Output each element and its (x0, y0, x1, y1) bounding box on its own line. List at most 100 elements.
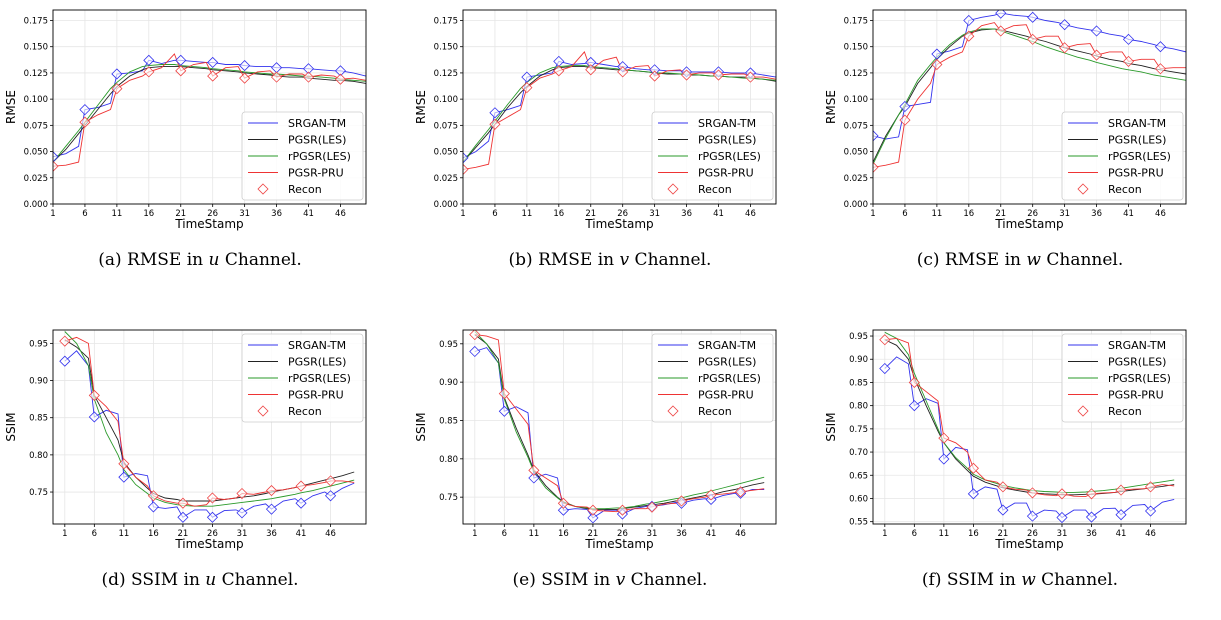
caption-a: (a) RMSE in u Channel. (0, 250, 400, 270)
recon-marker (143, 66, 155, 78)
y-tick-label: 0.025 (24, 174, 48, 184)
caption-b: (b) RMSE in v Channel. (410, 250, 810, 270)
x-tick-label: 16 (148, 529, 159, 539)
x-tick-label: 36 (681, 209, 692, 219)
legend-box (1061, 333, 1184, 423)
y-tick-label: 0.050 (844, 148, 868, 158)
recon-marker (334, 73, 347, 85)
x-axis-label: TimeStamp (174, 537, 243, 551)
recon-marker (1091, 49, 1103, 61)
y-tick-label: 0.100 (434, 95, 458, 105)
y-tick-label: 0.125 (434, 69, 458, 79)
srgan-marker (463, 152, 469, 164)
legend-box (651, 111, 774, 201)
axes-frame (872, 329, 1187, 525)
recon-marker (1085, 488, 1098, 500)
x-tick-label: 21 (175, 209, 186, 219)
srgan-marker (143, 54, 155, 66)
recon-marker (147, 490, 159, 502)
recon-marker (469, 330, 481, 341)
srgan-marker (553, 55, 565, 67)
recon-marker (177, 497, 189, 509)
srgan-marker (1145, 505, 1157, 517)
x-tick-label: 21 (585, 209, 596, 219)
axes-frame (52, 9, 367, 205)
legend-label: Recon (288, 183, 322, 196)
legend-label: Recon (698, 183, 732, 196)
x-tick-label: 11 (118, 529, 129, 539)
y-axis-label: SSIM (4, 412, 18, 441)
chart-panel-b: 0.000 0.025 0.050 0.075 0.100 0.125 0.150 0.175… (410, 0, 810, 300)
caption-variable: w (1021, 570, 1036, 590)
y-tick-label: 0.85 (29, 414, 48, 424)
srgan-marker (931, 48, 943, 60)
x-tick-label: 21 (998, 529, 1009, 539)
recon-marker (908, 376, 920, 389)
plot-area (59, 331, 355, 523)
y-tick-label: 0.65 (849, 471, 868, 481)
recon-marker (931, 58, 943, 71)
x-tick-label: 21 (995, 209, 1006, 219)
legend-label: PGSR(LES) (288, 356, 346, 369)
x-tick-label: 11 (521, 209, 532, 219)
x-tick-label: 1 (870, 209, 875, 219)
recon-marker (463, 163, 469, 175)
recon-marker (744, 71, 757, 83)
caption-prefix: (d) SSIM in (101, 570, 206, 590)
legend-label: rPGSR(LES) (698, 372, 761, 385)
y-tick-label: 0.100 (24, 95, 48, 105)
x-tick-label: 41 (303, 209, 314, 219)
recon-marker (53, 160, 59, 172)
legend-label: PGSR-PRU (698, 389, 754, 402)
legend-label: Recon (1108, 405, 1142, 418)
caption-variable: u (208, 250, 220, 270)
legend-label: SRGAN-TM (698, 339, 756, 352)
x-tick-label: 41 (706, 529, 717, 539)
srgan-marker (873, 130, 879, 142)
recon-marker (79, 116, 91, 128)
x-tick-label: 11 (111, 209, 122, 219)
x-axis-label: TimeStamp (584, 217, 653, 231)
chart-panel-f: 0.55 0.60 0.65 0.70 0.75 0.80 0.85 0.90 0.95 1 6 11… (820, 320, 1220, 620)
y-tick-label: 0.90 (439, 378, 458, 388)
recon-marker (1027, 33, 1039, 45)
y-tick-label: 0.050 (24, 148, 48, 158)
legend-label: rPGSR(LES) (1108, 150, 1171, 163)
caption-d: (d) SSIM in u Channel. (0, 570, 400, 590)
chart-svg-a: 0.000 0.025 0.050 0.075 0.100 0.125 0.150 0.175… (4, 9, 367, 231)
chart-svg-b: 0.000 0.025 0.050 0.075 0.100 0.125 0.150 0.175… (414, 9, 777, 231)
srgan-marker (1056, 511, 1068, 524)
recon-marker (239, 72, 251, 84)
recon-marker (675, 495, 688, 507)
y-tick-label: 0.150 (24, 43, 48, 53)
legend: SRGAN-TM PGSR(LES) rPGSR(LES) PGSR-PRU Recon (651, 111, 774, 201)
caption-f: (f) SSIM in w Channel. (820, 570, 1220, 590)
x-tick-label: 41 (1123, 209, 1134, 219)
y-tick-label: 0.050 (434, 148, 458, 158)
x-axis-label: TimeStamp (994, 217, 1063, 231)
series-line-rpgsr-les- (64, 331, 355, 507)
recon-marker (1122, 55, 1135, 67)
legend-label: Recon (288, 405, 322, 418)
x-tick-label: 16 (143, 209, 154, 219)
srgan-marker (489, 107, 501, 119)
y-tick-label: 0.95 (849, 332, 868, 342)
x-tick-label: 16 (963, 209, 974, 219)
chart-svg-d: 0.750.800.850.900.951 6 11 16 21 26 31 36 41 46Ti… (4, 329, 367, 551)
recon-marker (295, 480, 307, 492)
y-axis-label: RMSE (414, 90, 428, 124)
y-axis-label: SSIM (414, 412, 428, 441)
recon-marker (118, 458, 130, 470)
srgan-marker (88, 411, 100, 423)
y-tick-label: 0.95 (439, 340, 458, 350)
srgan-marker (967, 488, 979, 500)
legend-label: PGSR-PRU (1108, 389, 1164, 402)
legend-label: rPGSR(LES) (1108, 372, 1171, 385)
recon-marker (585, 64, 597, 76)
recon-marker (207, 70, 219, 82)
y-tick-label: 0.150 (434, 43, 458, 53)
srgan-marker (1122, 33, 1135, 45)
srgan-marker (498, 405, 510, 417)
x-tick-label: 26 (1027, 529, 1038, 539)
